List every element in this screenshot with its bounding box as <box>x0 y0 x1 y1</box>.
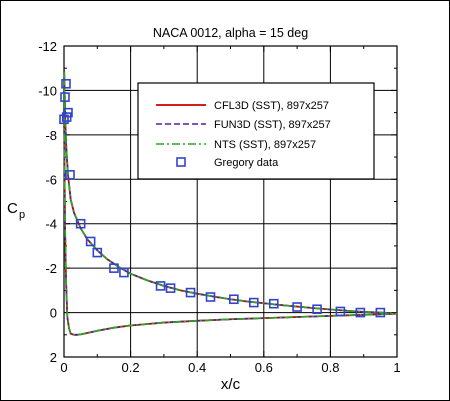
y-tick-label: -12 <box>38 39 57 54</box>
data-marker <box>355 307 366 318</box>
data-marker <box>229 294 239 305</box>
y-tick-label: -2 <box>45 261 57 276</box>
x-tick-label: 0 <box>60 360 67 375</box>
y-tick-label: 0 <box>50 306 57 321</box>
data-marker <box>60 92 70 102</box>
data-marker <box>109 263 119 273</box>
legend-label-1: FUN3D (SST), 897x257 <box>214 119 331 131</box>
y-tick-label: -6 <box>45 172 57 187</box>
x-tick-label: 0.8 <box>321 360 339 375</box>
legend-label-2: NTS (SST), 897x257 <box>214 139 316 151</box>
chart-title: NACA 0012, alpha = 15 deg <box>153 26 308 40</box>
y-tick-label: -8 <box>45 128 57 143</box>
y-axis-title: C <box>7 200 18 217</box>
data-marker <box>63 107 73 118</box>
data-marker <box>268 298 279 309</box>
legend: CFL3D (SST), 897x257 FUN3D (SST), 897x257… <box>137 82 375 180</box>
data-marker <box>75 218 86 229</box>
legend-marker-3 <box>176 157 186 167</box>
series <box>59 69 398 336</box>
data-marker <box>92 247 103 258</box>
x-axis-title: x/c <box>221 376 241 393</box>
data-marker <box>375 307 386 318</box>
legend-label-0: CFL3D (SST), 897x257 <box>214 100 329 112</box>
series-line-2-upper <box>63 69 398 315</box>
data-marker <box>292 302 302 312</box>
data-marker <box>249 297 259 308</box>
data-marker <box>61 78 71 89</box>
data-marker <box>185 287 196 298</box>
y-tick-label: -4 <box>45 217 57 232</box>
data-marker <box>85 236 96 247</box>
data-marker <box>165 283 176 293</box>
x-tick-label: 0.2 <box>122 360 140 375</box>
data-marker <box>312 304 322 315</box>
x-tick-label: 0.4 <box>188 360 206 375</box>
data-marker <box>335 306 346 317</box>
data-marker <box>65 170 75 180</box>
data-marker <box>205 292 216 302</box>
data-marker <box>119 267 129 278</box>
y-tick-label: -10 <box>38 83 57 98</box>
x-tick-label: 1 <box>393 360 400 375</box>
x-tick-label: 0.6 <box>255 360 273 375</box>
data-marker <box>155 281 166 291</box>
y-axis-title-subscript: p <box>19 209 25 221</box>
legend-label-3: Gregory data <box>214 157 279 169</box>
series-line-2-lower <box>63 101 398 336</box>
y-tick-label: 2 <box>50 350 57 365</box>
